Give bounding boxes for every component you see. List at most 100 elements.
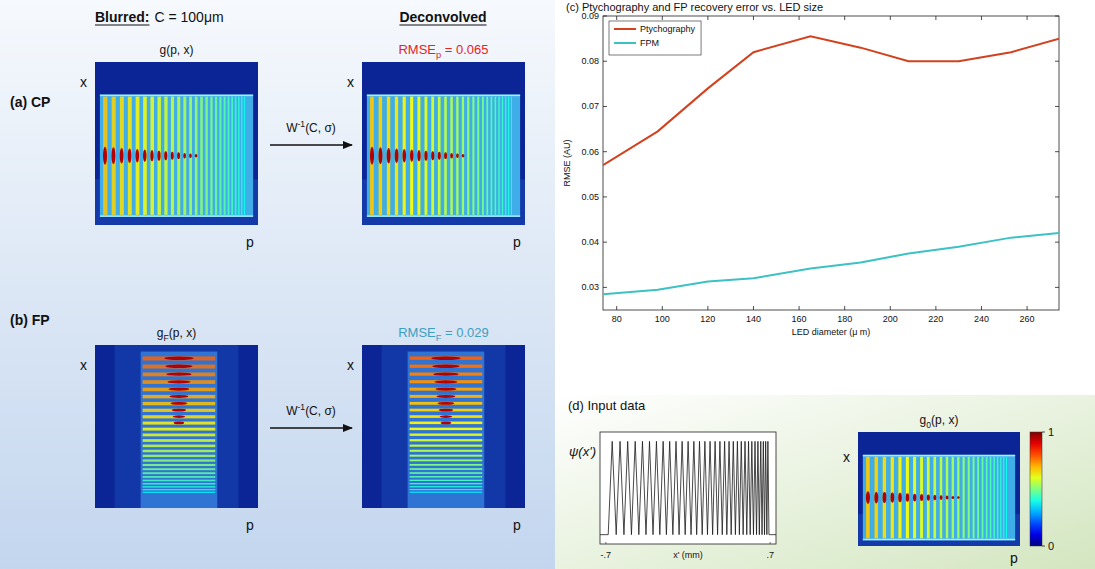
heatmap-stripe bbox=[219, 97, 221, 215]
heatmap-stripe bbox=[410, 455, 483, 457]
colorbar bbox=[1030, 432, 1042, 546]
row-cp: (a) CPg(p, x)RMSEp = 0.065W-1(C, σ)xpxp bbox=[10, 42, 525, 250]
heatmap-stripe bbox=[143, 464, 216, 466]
heatmap-stripe bbox=[997, 457, 998, 539]
y-tick bbox=[1055, 16, 1059, 17]
rmse-label-part: 0.029 bbox=[456, 325, 489, 340]
heatmap-stripe bbox=[424, 97, 427, 215]
heatmap-stripe bbox=[410, 388, 483, 391]
heatmap-stripe bbox=[505, 97, 506, 215]
heatmap-peak bbox=[195, 154, 198, 157]
heatmap-peak bbox=[170, 395, 189, 398]
y-tick bbox=[1055, 196, 1059, 197]
legend-label: FPM bbox=[640, 38, 659, 48]
y-tick bbox=[1055, 242, 1059, 243]
axis-letter: x bbox=[347, 74, 354, 90]
heatmap-peak bbox=[164, 356, 193, 360]
x-axis-title: x' (mm) bbox=[673, 550, 703, 560]
heatmap-edge bbox=[367, 95, 520, 97]
signal-line bbox=[600, 441, 776, 534]
x-tick bbox=[616, 306, 617, 310]
heatmap-stripe bbox=[973, 457, 975, 539]
x-tick bbox=[844, 16, 845, 20]
heatmap-stripe bbox=[410, 486, 483, 487]
heatmap-stripe bbox=[143, 380, 216, 384]
heatmap-peak bbox=[177, 152, 180, 159]
heatmap-stripe bbox=[143, 415, 216, 418]
heatmap-stripe bbox=[143, 409, 216, 412]
heatmap-peak bbox=[952, 496, 955, 499]
heatmap-stripe bbox=[143, 472, 216, 474]
y-tick-label: 0.05 bbox=[581, 192, 599, 202]
x-tick bbox=[890, 16, 891, 20]
heatmap-stripe bbox=[913, 457, 916, 539]
heatmap-peak bbox=[395, 148, 399, 163]
axis-letter: x bbox=[80, 357, 87, 373]
heatmap-stripe bbox=[993, 457, 994, 539]
row-fp: (b) FPgF(p, x)RMSEF = 0.029W-1(C, σ)xpxp bbox=[10, 312, 525, 533]
heatmap-stripe bbox=[183, 97, 186, 215]
heatmap-stripe bbox=[171, 97, 174, 215]
heatmap-stripe bbox=[410, 434, 483, 436]
series-line bbox=[603, 36, 1059, 165]
heatmap-peak bbox=[165, 365, 192, 368]
y-tick bbox=[603, 242, 607, 243]
heatmap-stripe bbox=[244, 97, 245, 215]
rmse-label: RMSEp = 0.065 bbox=[398, 42, 488, 60]
heatmap-stripe bbox=[891, 457, 894, 539]
heatmap-peak bbox=[387, 148, 391, 164]
rmse-label-part: = bbox=[441, 42, 456, 57]
image-title-part: g bbox=[920, 413, 927, 427]
legend-box bbox=[609, 21, 701, 55]
heatmap-peak bbox=[424, 151, 427, 161]
y-tick-label: 0.08 bbox=[581, 56, 599, 66]
heatmap-stripe bbox=[128, 97, 132, 215]
rmse-label-part: = bbox=[441, 325, 456, 340]
heatmap-stripe bbox=[940, 457, 943, 539]
heatmap-stripe bbox=[933, 457, 936, 539]
column-header: Blurred: bbox=[95, 9, 149, 25]
axis-letter: x bbox=[843, 449, 850, 465]
heatmap-stripe bbox=[508, 97, 509, 215]
heatmap-stripe bbox=[143, 388, 216, 392]
heatmap-peak bbox=[438, 152, 441, 160]
heatmap-stripe bbox=[200, 97, 203, 215]
heatmap-stripe bbox=[395, 97, 398, 215]
heatmap-peak bbox=[456, 153, 459, 157]
rmse-label-part: 0.065 bbox=[456, 42, 489, 57]
chart-title: (c) Ptychography and FP recovery error v… bbox=[566, 1, 823, 13]
heatmap-peak bbox=[957, 496, 960, 498]
heatmap-peak bbox=[174, 422, 184, 425]
y-tick bbox=[1055, 151, 1059, 152]
heatmap-peak bbox=[432, 365, 459, 368]
heatmap-peak bbox=[111, 147, 115, 164]
heatmap-peak bbox=[172, 409, 187, 412]
heatmap-stripe bbox=[112, 97, 116, 215]
heatmap-stripe bbox=[410, 445, 483, 447]
y-tick bbox=[1055, 287, 1059, 288]
x-tick-label: 100 bbox=[655, 314, 670, 324]
x-tick bbox=[753, 16, 754, 20]
image-title-part: g bbox=[159, 43, 166, 57]
colorbar-tick bbox=[1042, 432, 1045, 433]
panel-label: (a) CP bbox=[10, 94, 50, 110]
heatmap-peak bbox=[933, 495, 936, 500]
heatmap-peak bbox=[434, 380, 457, 383]
heatmap-stripe bbox=[143, 395, 216, 399]
heatmap-stripe bbox=[143, 450, 216, 452]
heatmap-stripe bbox=[143, 489, 216, 490]
x-tick bbox=[605, 542, 606, 544]
y-tick bbox=[1055, 61, 1059, 62]
heatmap-stripe bbox=[143, 365, 216, 369]
heatmap-stripe bbox=[883, 457, 886, 539]
x-axis-title: LED diameter (μ m) bbox=[792, 327, 871, 337]
y-tick-label: 0.07 bbox=[581, 101, 599, 111]
heatmap-peak bbox=[189, 153, 192, 157]
y-tick-label: 0.09 bbox=[581, 11, 599, 21]
heatmap-peak bbox=[417, 150, 420, 161]
heatmap-stripe bbox=[195, 97, 198, 215]
heatmap-peak bbox=[120, 148, 124, 164]
heatmap-stripe bbox=[241, 97, 242, 215]
heatmap-stripe bbox=[150, 97, 154, 215]
x-tick-label: 180 bbox=[837, 314, 852, 324]
